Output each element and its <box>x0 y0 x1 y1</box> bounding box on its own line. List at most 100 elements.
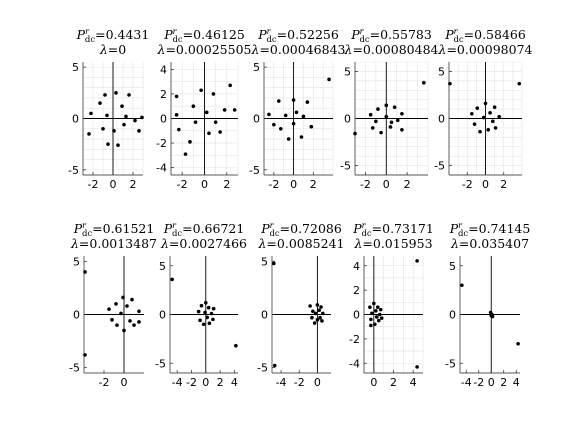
data-point <box>198 318 202 323</box>
y-tick-label: 4 <box>160 63 167 76</box>
data-point <box>170 277 174 282</box>
data-point <box>114 91 118 95</box>
data-point <box>122 328 126 333</box>
data-point <box>101 126 105 131</box>
y-tick-label: -4 <box>156 162 167 175</box>
y-tick-label: 0 <box>253 113 260 126</box>
data-point <box>140 115 144 120</box>
x-tick-label: 0 <box>383 178 390 191</box>
subplot-title-p: Pr dc=0.55783 <box>350 27 432 45</box>
data-point <box>379 130 383 135</box>
data-point <box>379 316 384 320</box>
data-point <box>114 302 118 306</box>
x-tick-label: 2 <box>130 178 137 191</box>
data-point <box>392 105 397 109</box>
y-tick-label: -4 <box>349 357 360 370</box>
subplot-title-lambda: λ=0.00098074 <box>438 42 533 57</box>
data-point <box>493 126 498 130</box>
x-tick-label: 2 <box>500 178 507 191</box>
data-point <box>106 142 110 146</box>
data-point <box>211 306 216 311</box>
y-tick-label: 0 <box>344 113 351 126</box>
data-point <box>315 318 320 322</box>
data-point <box>205 315 210 320</box>
data-point <box>448 81 452 86</box>
data-point <box>276 99 281 103</box>
data-point <box>374 309 378 313</box>
x-tick-label: 4 <box>410 376 417 389</box>
y-tick-label: -5 <box>257 362 268 375</box>
subplot-title-p: Pr dc=0.72086 <box>260 221 342 239</box>
y-tick-label: 0 <box>159 309 166 322</box>
subplot-title-lambda: λ=0.0013487 <box>70 236 157 251</box>
y-tick-label: -5 <box>340 160 351 173</box>
y-tick-label: 0 <box>438 113 445 126</box>
x-tick-label: -2 <box>473 376 484 389</box>
x-tick-label: 0 <box>482 178 489 191</box>
data-point <box>478 129 482 134</box>
x-tick-label: 0 <box>201 178 208 191</box>
x-tick-label: 0 <box>121 376 128 389</box>
data-point <box>174 94 179 99</box>
data-point <box>232 108 237 112</box>
data-point <box>319 305 323 309</box>
x-tick-label: 0 <box>290 178 297 191</box>
subplot-title-p: Pr dc=0.73171 <box>352 221 434 239</box>
data-point <box>137 129 141 133</box>
x-tick-label: 0 <box>202 376 209 389</box>
data-point <box>310 315 314 320</box>
data-point <box>517 81 522 86</box>
data-point <box>321 311 325 316</box>
x-tick-label: -4 <box>461 376 472 389</box>
data-point <box>374 119 378 124</box>
y-tick-label: 4 <box>353 260 360 273</box>
y-tick-label: 5 <box>438 65 445 78</box>
data-point <box>121 295 125 300</box>
y-tick-label: 5 <box>449 260 456 273</box>
subplot-title-p: Pr dc=0.46125 <box>163 27 245 45</box>
data-point <box>353 131 357 136</box>
subplot-title-lambda: λ=0.0085241 <box>257 236 344 251</box>
data-point <box>460 283 464 288</box>
x-tick-label: -2 <box>186 376 197 389</box>
x-tick-label: 2 <box>500 376 507 389</box>
y-tick-label: 0 <box>353 309 360 322</box>
y-tick-label: 0 <box>73 309 80 322</box>
data-point <box>203 301 208 305</box>
subplot-title-p: Pr dc=0.4431 <box>76 27 150 45</box>
data-point <box>375 305 380 309</box>
data-point <box>87 132 91 136</box>
y-tick-label: 2 <box>353 284 360 297</box>
data-point <box>107 307 111 311</box>
y-tick-label: 0 <box>72 113 79 126</box>
data-point <box>132 323 136 327</box>
subplot-title-p: Pr dc=0.52256 <box>257 27 339 45</box>
data-point <box>209 311 214 316</box>
data-point <box>211 317 215 322</box>
data-point <box>124 114 128 119</box>
subplot-title-p: Pr dc=0.66721 <box>163 221 245 239</box>
data-point <box>294 110 299 115</box>
data-point <box>369 317 373 322</box>
y-tick-label: -5 <box>68 164 79 177</box>
data-point <box>516 341 520 346</box>
data-point <box>115 323 119 327</box>
data-point <box>315 303 320 307</box>
data-point <box>272 363 277 368</box>
data-point <box>377 312 382 317</box>
x-tick-label: 0 <box>314 376 321 389</box>
subplot-title-lambda: λ=0.0027466 <box>160 236 247 251</box>
data-point <box>199 88 203 93</box>
data-point <box>122 122 126 127</box>
data-point <box>213 120 218 124</box>
x-tick-label: -2 <box>88 178 99 191</box>
data-point <box>370 311 374 316</box>
data-point <box>267 112 271 117</box>
y-tick-label: -2 <box>156 137 167 150</box>
data-point <box>488 111 492 115</box>
